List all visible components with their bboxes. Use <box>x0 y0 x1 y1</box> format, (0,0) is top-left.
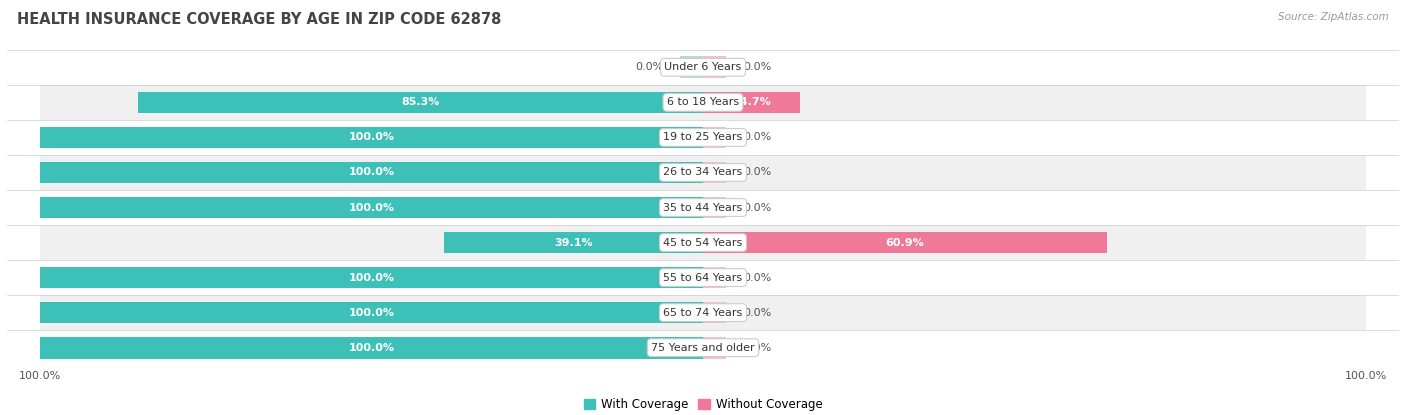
Bar <box>444 232 703 254</box>
Text: 35 to 44 Years: 35 to 44 Years <box>664 203 742 212</box>
Text: Under 6 Years: Under 6 Years <box>665 62 741 72</box>
Text: 14.7%: 14.7% <box>733 98 770 107</box>
Text: 6 to 18 Years: 6 to 18 Years <box>666 98 740 107</box>
Bar <box>703 267 725 288</box>
Bar <box>703 337 725 359</box>
Text: 0.0%: 0.0% <box>742 343 770 353</box>
Text: 45 to 54 Years: 45 to 54 Years <box>664 237 742 247</box>
Bar <box>41 302 703 324</box>
Text: 0.0%: 0.0% <box>742 203 770 212</box>
Bar <box>703 127 725 148</box>
Bar <box>703 232 1107 254</box>
Bar <box>703 91 800 113</box>
Bar <box>41 127 703 148</box>
Bar <box>703 56 725 78</box>
Text: 65 to 74 Years: 65 to 74 Years <box>664 308 742 317</box>
Text: 85.3%: 85.3% <box>401 98 440 107</box>
Bar <box>41 225 1365 260</box>
Bar <box>681 56 703 78</box>
Text: 100.0%: 100.0% <box>349 308 395 317</box>
Bar <box>41 337 703 359</box>
Bar <box>41 190 1365 225</box>
Bar <box>41 330 1365 365</box>
Text: 0.0%: 0.0% <box>742 168 770 178</box>
Text: Source: ZipAtlas.com: Source: ZipAtlas.com <box>1278 12 1389 22</box>
Text: 100.0%: 100.0% <box>349 203 395 212</box>
Text: HEALTH INSURANCE COVERAGE BY AGE IN ZIP CODE 62878: HEALTH INSURANCE COVERAGE BY AGE IN ZIP … <box>17 12 502 27</box>
Bar <box>703 197 725 218</box>
Text: 19 to 25 Years: 19 to 25 Years <box>664 132 742 142</box>
Bar <box>703 161 725 183</box>
Bar <box>41 50 1365 85</box>
Bar <box>41 155 1365 190</box>
Bar <box>41 267 703 288</box>
Text: 0.0%: 0.0% <box>742 132 770 142</box>
Text: 60.9%: 60.9% <box>886 237 924 247</box>
Text: 26 to 34 Years: 26 to 34 Years <box>664 168 742 178</box>
Text: 39.1%: 39.1% <box>554 237 593 247</box>
Text: 100.0%: 100.0% <box>349 168 395 178</box>
Text: 0.0%: 0.0% <box>742 273 770 283</box>
Text: 100.0%: 100.0% <box>349 132 395 142</box>
Text: 0.0%: 0.0% <box>742 62 770 72</box>
Text: 55 to 64 Years: 55 to 64 Years <box>664 273 742 283</box>
Text: 0.0%: 0.0% <box>636 62 664 72</box>
Bar <box>703 302 725 324</box>
Bar <box>41 161 703 183</box>
Bar <box>41 197 703 218</box>
Bar <box>138 91 703 113</box>
Bar <box>41 260 1365 295</box>
Text: 100.0%: 100.0% <box>349 343 395 353</box>
Bar <box>41 85 1365 120</box>
Text: 75 Years and older: 75 Years and older <box>651 343 755 353</box>
Bar <box>41 295 1365 330</box>
Legend: With Coverage, Without Coverage: With Coverage, Without Coverage <box>579 393 827 415</box>
Bar <box>41 120 1365 155</box>
Text: 0.0%: 0.0% <box>742 308 770 317</box>
Text: 100.0%: 100.0% <box>349 273 395 283</box>
